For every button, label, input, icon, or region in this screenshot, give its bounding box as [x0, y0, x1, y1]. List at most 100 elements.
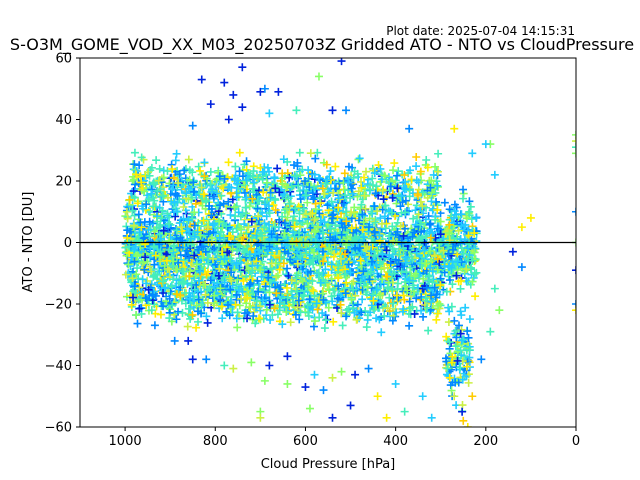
- data-point: [196, 231, 205, 240]
- data-point: [465, 353, 474, 362]
- data-point: [393, 171, 402, 180]
- data-point: [373, 392, 382, 401]
- data-point: [296, 308, 305, 317]
- data-point: [461, 220, 470, 229]
- data-point: [355, 216, 364, 225]
- data-point: [150, 300, 159, 309]
- data-point: [140, 187, 149, 196]
- data-point: [245, 202, 254, 211]
- data-point: [127, 300, 136, 309]
- data-point: [226, 285, 235, 294]
- data-point: [472, 214, 481, 223]
- data-point: [413, 283, 422, 292]
- data-point: [426, 219, 435, 228]
- data-point: [392, 199, 401, 208]
- data-point: [572, 300, 576, 308]
- data-point: [409, 214, 418, 223]
- data-point: [132, 270, 141, 279]
- data-point: [445, 307, 454, 316]
- data-point: [252, 257, 261, 266]
- data-point: [386, 182, 395, 191]
- data-point: [165, 236, 174, 245]
- data-point: [223, 223, 232, 232]
- data-point: [418, 209, 427, 218]
- data-point: [155, 230, 164, 239]
- data-point: [265, 361, 274, 370]
- data-point: [184, 336, 193, 345]
- data-point: [236, 267, 245, 276]
- data-point: [280, 219, 289, 228]
- data-point: [526, 213, 535, 222]
- data-point: [425, 220, 434, 229]
- data-point: [357, 308, 366, 317]
- data-point: [252, 296, 261, 305]
- data-point: [123, 259, 132, 268]
- data-point: [240, 248, 249, 257]
- data-point: [309, 287, 318, 296]
- data-point: [419, 312, 428, 321]
- data-point: [137, 153, 146, 162]
- data-point: [341, 289, 350, 298]
- data-point: [145, 217, 154, 226]
- data-point: [329, 188, 338, 197]
- data-point: [452, 271, 461, 280]
- data-point: [334, 194, 343, 203]
- data-point: [288, 240, 297, 249]
- data-point: [444, 250, 453, 259]
- data-point: [315, 209, 324, 218]
- data-point: [495, 306, 504, 315]
- data-point: [430, 283, 439, 292]
- data-point: [246, 279, 255, 288]
- data-point: [168, 185, 177, 194]
- data-point: [427, 291, 436, 300]
- data-point: [436, 230, 445, 239]
- data-point: [243, 286, 252, 295]
- data-point: [440, 198, 449, 207]
- data-point: [145, 207, 154, 216]
- data-point: [175, 219, 184, 228]
- data-point: [453, 356, 462, 365]
- data-point: [145, 245, 154, 254]
- data-point: [304, 308, 313, 317]
- data-point: [259, 188, 268, 197]
- data-point: [230, 203, 239, 212]
- data-point: [207, 204, 216, 213]
- data-point: [194, 162, 203, 171]
- data-point: [216, 284, 225, 293]
- data-point: [147, 189, 156, 198]
- data-point: [247, 358, 256, 367]
- data-point: [313, 305, 322, 314]
- data-point: [215, 217, 224, 226]
- data-point: [144, 226, 153, 234]
- data-point: [318, 184, 327, 193]
- data-point: [208, 254, 217, 263]
- data-point: [154, 280, 163, 289]
- data-point: [466, 263, 475, 272]
- data-point: [469, 273, 478, 282]
- data-point: [254, 174, 263, 183]
- data-point: [422, 155, 431, 164]
- data-point: [129, 175, 138, 184]
- data-point: [400, 185, 409, 194]
- data-point: [152, 156, 161, 165]
- data-point: [351, 370, 360, 379]
- data-point: [400, 224, 409, 233]
- data-point: [419, 274, 428, 283]
- data-point: [208, 185, 217, 194]
- data-point: [272, 289, 281, 298]
- data-point: [260, 223, 269, 232]
- data-point: [162, 256, 171, 265]
- data-point: [450, 207, 459, 216]
- data-point: [196, 267, 205, 276]
- data-point: [251, 222, 260, 231]
- data-point: [447, 386, 456, 395]
- data-point: [378, 186, 387, 195]
- data-point: [423, 163, 432, 172]
- data-point: [197, 183, 206, 192]
- data-point: [196, 166, 205, 175]
- data-point: [348, 304, 357, 313]
- data-point: [185, 253, 194, 262]
- data-point: [293, 162, 302, 171]
- data-point: [442, 332, 451, 341]
- data-point: [572, 149, 576, 158]
